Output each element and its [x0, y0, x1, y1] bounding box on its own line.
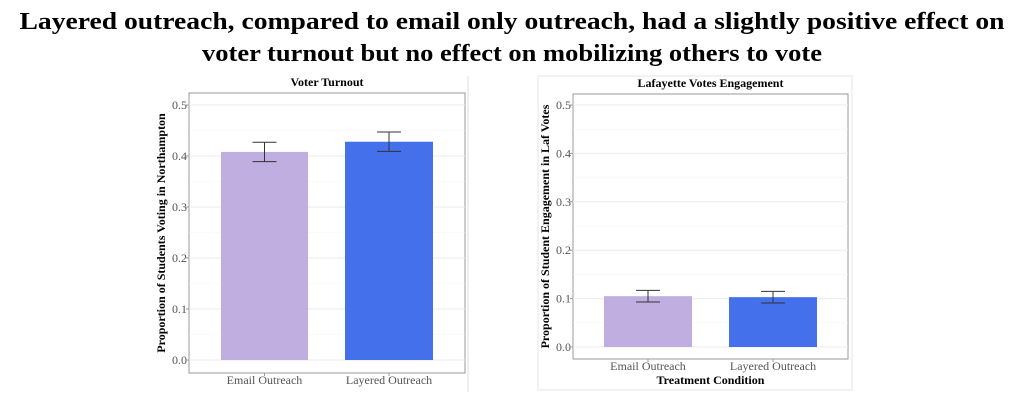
y-axis-title: Proportion of Students Voting in Northam… — [154, 113, 168, 353]
y-tick-label: 0.5 — [172, 98, 187, 112]
y-tick-label: 0.2 — [172, 251, 187, 265]
y-tick-label: 0.3 — [556, 195, 571, 209]
y-tick-label: 0.1 — [556, 292, 571, 306]
y-tick-label: 0.1 — [172, 302, 187, 316]
x-tick-label: Email Outreach — [227, 373, 303, 387]
figure-title-line1: Layered outreach, compared to email only… — [20, 9, 1005, 35]
x-tick-label: Layered Outreach — [730, 359, 816, 373]
right-chart-frame — [537, 75, 853, 391]
chart-voter-turnout: 0.0 0.1 0.2 0.3 0.4 0.5 Email Outreach Layered … — [154, 75, 466, 387]
chart-title: Voter Turnout — [290, 75, 363, 89]
x-tick-label: Email Outreach — [610, 359, 686, 373]
figure-title-line2: voter turnout but no effect on mobilizin… — [202, 41, 822, 67]
y-tick-label: 0.3 — [172, 200, 187, 214]
y-tick-label: 0.0 — [172, 353, 187, 367]
chart-lafayette-engagement: 0.0 0.1 0.2 0.3 0.4 0.5 Email Outreach Layered … — [538, 76, 849, 387]
y-axis-title: Proportion of Student Engagement in Laf … — [538, 104, 552, 348]
y-tick-label: 0.4 — [556, 146, 571, 160]
bar-email — [221, 151, 308, 360]
x-tick-label: Layered Outreach — [346, 373, 432, 387]
y-tick-label: 0.4 — [172, 149, 187, 163]
y-tick-label: 0.0 — [556, 340, 571, 354]
bar-layered — [729, 297, 817, 347]
chart-title: Lafayette Votes Engagement — [638, 76, 784, 90]
x-axis-title: Treatment Condition — [657, 373, 765, 387]
bar-email — [604, 296, 692, 347]
y-tick-label: 0.5 — [556, 98, 571, 112]
y-tick-label: 0.2 — [556, 243, 571, 257]
bar-layered — [345, 141, 433, 360]
